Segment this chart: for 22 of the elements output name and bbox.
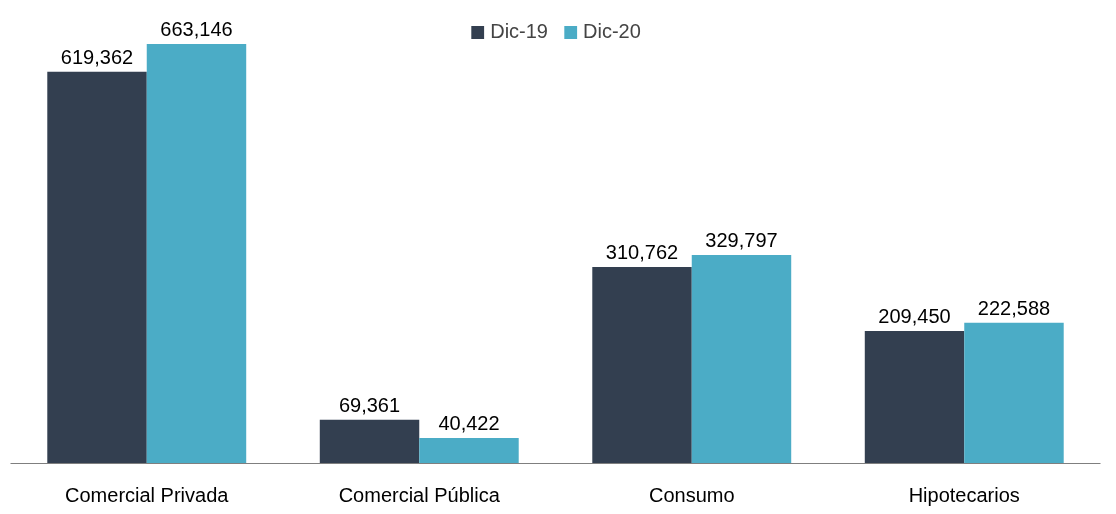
x-tick-label: Comercial Pública [338,483,501,506]
x-tick-label: Comercial Privada [65,483,230,506]
bar [964,322,1064,464]
data-label: 619,362 [60,45,134,68]
bar [319,419,420,464]
x-tick-label: Hipotecarios [908,483,1020,506]
legend-label: Dic-19 [490,20,548,43]
bar [592,266,692,464]
x-tick-label: Consumo [648,483,735,506]
bar [864,331,965,464]
data-label: 663,146 [160,18,233,41]
data-label: 209,450 [878,305,951,328]
bar [47,71,147,464]
data-label: 69,361 [338,393,401,416]
data-label: 40,422 [438,411,500,434]
data-label: 329,797 [705,228,778,251]
data-label: 310,762 [605,240,679,263]
bar [146,44,247,464]
bar [419,437,519,464]
data-label: 222,588 [977,296,1051,319]
bar [691,254,792,464]
legend-label: Dic-20 [583,20,641,43]
